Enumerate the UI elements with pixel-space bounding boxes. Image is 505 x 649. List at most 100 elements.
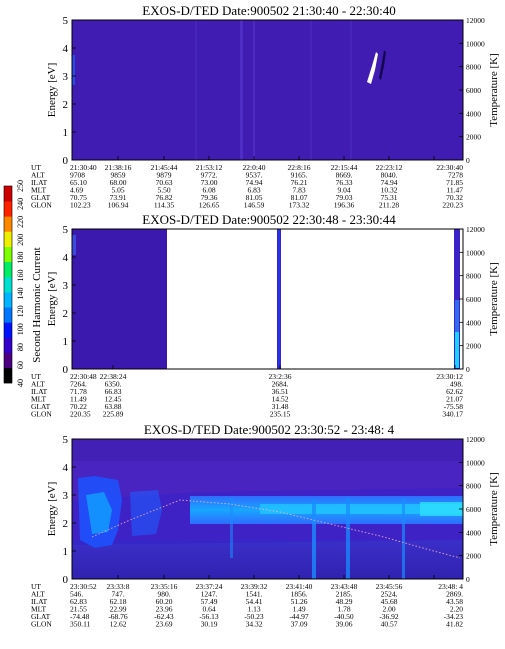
table-cell: -56.13 [199,612,219,621]
panel-3-spike [346,498,350,579]
table-cell: 9772. [201,171,218,180]
right-tick-label: 12000 [466,225,485,234]
panel-1-edge-left [72,55,75,85]
table-cell: 12.62 [110,620,127,629]
colorbar-swatches [4,186,12,384]
table-cell: 22:30:40 [436,163,463,172]
table-cell: 81.05 [246,193,263,202]
left-tick-label: 5 [63,224,69,236]
table-cell: 114.35 [154,201,175,210]
left-tick-label: 2 [63,308,69,320]
table-cell: 2524. [381,590,398,599]
table-cell: 34.32 [246,620,263,629]
table-cell: 9859 [111,171,126,180]
right-tick-label: 8000 [466,272,481,281]
table-cell: 66.83 [105,387,122,396]
panel-3-title: EXOS-D/TED Date:900502 23:30:52 - 23:48:… [144,422,395,437]
panel-3-mid-blob [130,490,162,536]
right-tick-label: 12000 [466,16,485,25]
left-tick-label: 1 [63,336,69,348]
table-row-label: ALT [31,380,45,389]
panel-3-temperature-trace [91,499,461,559]
table-cell: 7278 [448,171,463,180]
table-cell: 12.45 [105,395,122,404]
table-cell: 74.94 [381,178,398,187]
left-tick-label: 3 [63,490,69,502]
table-cell: 7.83 [292,186,305,195]
left-tick-label: 0 [63,364,69,376]
panel-3-yticks: 0 1 2 3 4 5 0 2000 4000 6000 8000 10000 12000 [63,434,486,586]
table-cell: 23:35:16 [151,582,178,591]
right-tick-label: 6000 [466,295,481,304]
table-cell: -36.92 [379,612,399,621]
table-cell: 51.26 [291,597,308,606]
table-cell: 220.23 [442,201,463,210]
table-cell: 21:30:40 [70,163,97,172]
colorbar-swatch [4,231,12,247]
colorbar-swatch [4,307,12,323]
table-cell: 22:30:48 [70,372,97,381]
panel-1-dark-streak [379,50,386,80]
panel-1-white-streak [367,52,378,84]
table-cell: 75.31 [381,193,398,202]
panel-2-yticks: 0 1 2 3 4 5 0 2000 4000 6000 8000 10000 12000 [63,224,486,376]
colorbar-tick-label: 100 [16,323,25,335]
table-cell: 22:15:44 [331,163,358,172]
panel-1-stripe [350,20,352,160]
table-cell: 498. [450,380,463,389]
panel-3-y2label: Temperature [K] [488,472,500,545]
panel-2-stripe-right-mid [455,300,459,332]
table-cell: 21.55 [70,605,87,614]
panel-1-yticks: 0 1 2 3 4 5 0 2000 4000 6000 8000 10000 12000 [63,15,486,167]
panel-3-lower-zone [72,540,463,579]
panel-1: EXOS-D/TED Date:900502 21:30:40 - 22:30:… [31,3,500,210]
table-cell: 225.89 [103,410,124,419]
table-cell: 2185. [336,590,353,599]
table-cell: 23.69 [156,620,173,629]
table-cell: 36.51 [272,387,289,396]
right-tick-label: 10000 [466,248,485,257]
panel-2-stripe-right [454,229,460,369]
left-tick-label: 3 [63,71,69,83]
left-tick-label: 0 [63,155,69,167]
table-cell: 48.29 [336,597,353,606]
table-cell: 9879 [157,171,172,180]
colorbar-swatch [4,367,12,384]
table-cell: 21:53:12 [196,163,223,172]
table-row-label: MLT [31,395,47,404]
table-cell: 1.49 [292,605,305,614]
right-tick-label: 10000 [466,39,485,48]
panel-2-ylabel: Energy [eV] [46,272,58,326]
table-cell: 5.50 [157,186,170,195]
table-cell: 23:48: 4 [438,582,463,591]
right-tick-label: 6000 [466,86,481,95]
table-cell: 63.88 [105,402,122,411]
table-cell: 14.52 [272,395,289,404]
table-cell: 7264. [70,380,87,389]
table-cell: 39.06 [336,620,353,629]
table-cell: 2684. [272,380,289,389]
table-row-label: MLT [31,186,47,195]
table-cell: 23:41:40 [286,582,313,591]
table-cell: -50.23 [244,612,264,621]
table-row-label: GLON [31,201,52,210]
left-tick-label: 2 [63,518,69,530]
right-tick-label: 8000 [466,63,481,72]
table-cell: 106.94 [108,201,129,210]
panel-2-block-left [72,229,167,369]
right-tick-label: 0 [466,575,470,584]
table-row-label: ILAT [31,387,48,396]
table-cell: 4.69 [70,186,83,195]
table-cell: 41.82 [446,620,463,629]
panel-3-spike [230,498,233,558]
table-cell: 220.35 [70,410,91,419]
panel-3-spike [312,500,316,579]
left-tick-label: 0 [63,574,69,586]
table-cell: 62.18 [110,597,127,606]
table-cell: 68.00 [110,178,127,187]
table-cell: 1856. [291,590,308,599]
colorbar-tick-label: 140 [16,287,25,299]
panel-1-y2label: Temperature [K] [488,53,500,126]
